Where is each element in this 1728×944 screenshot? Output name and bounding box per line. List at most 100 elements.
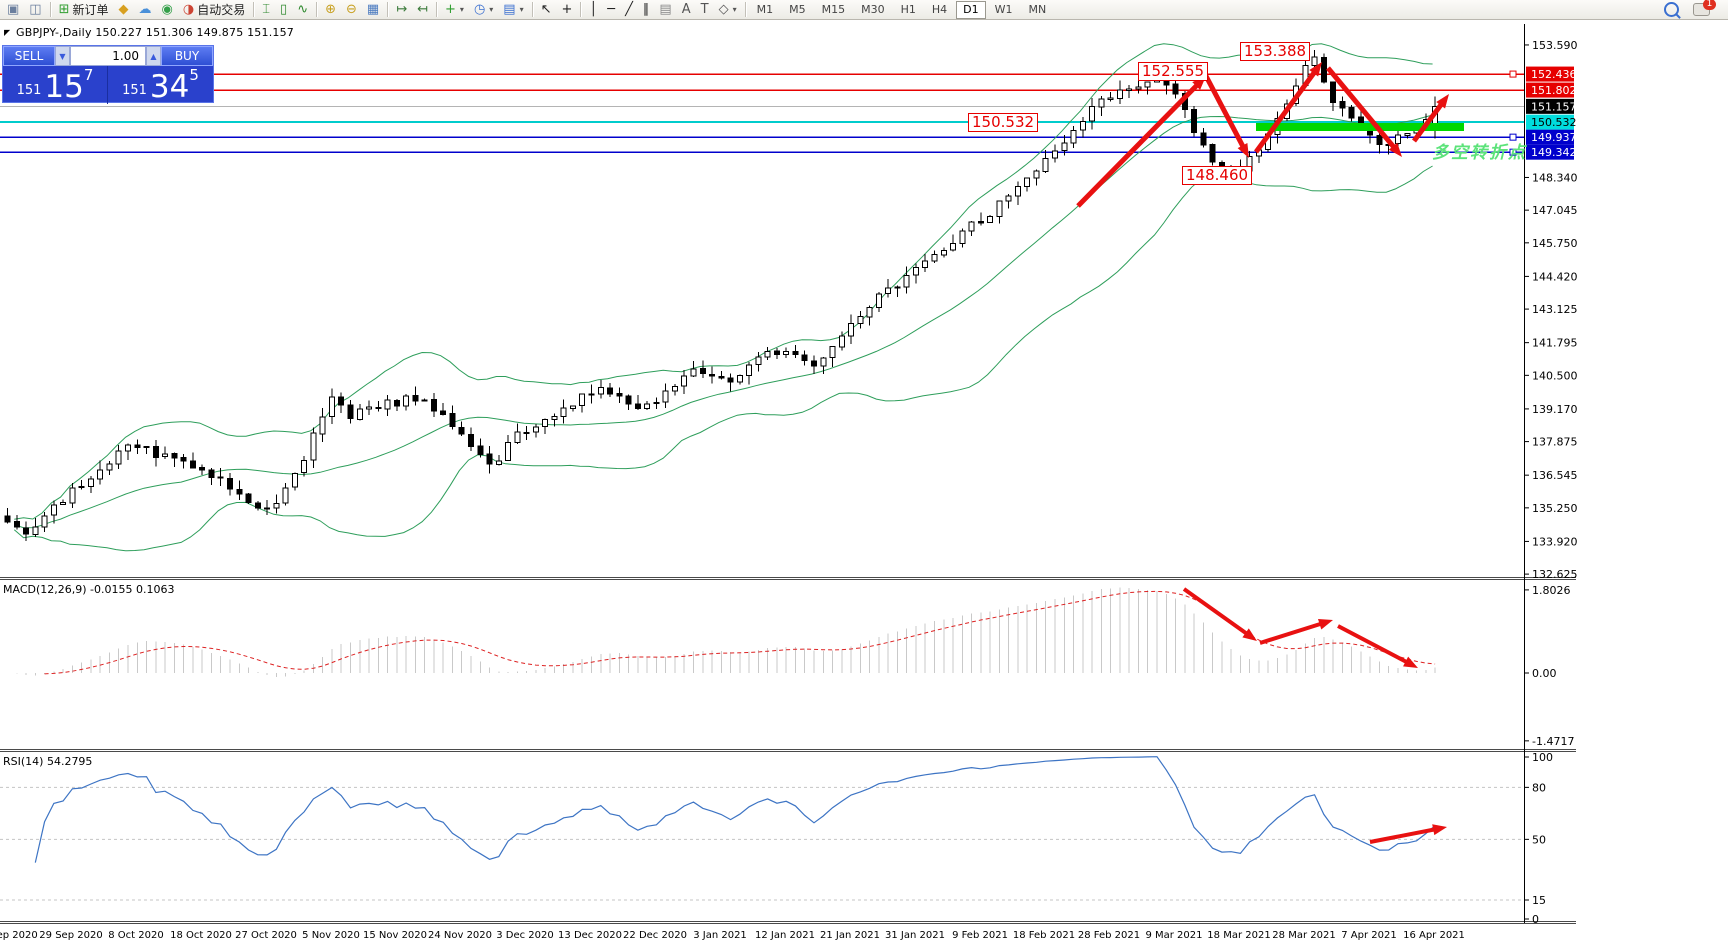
text-label-button[interactable]: T bbox=[696, 0, 714, 20]
macd-label: MACD(12,26,9) -0.0155 0.1063 bbox=[3, 583, 175, 596]
toolbar-separator bbox=[316, 2, 318, 17]
macd-indicator bbox=[16, 587, 1436, 677]
svg-text:27 Oct 2020: 27 Oct 2020 bbox=[235, 930, 297, 941]
arrows-button-dropdown-icon[interactable]: ▾ bbox=[732, 5, 737, 14]
templates-button-dropdown-icon[interactable]: ▾ bbox=[519, 5, 524, 14]
metaeditor-icon[interactable]: ◆ bbox=[114, 0, 134, 20]
timeframe-m1[interactable]: M1 bbox=[756, 2, 774, 16]
volume-field[interactable]: 1.00 bbox=[70, 46, 146, 66]
svg-text:28 Feb 2021: 28 Feb 2021 bbox=[1078, 930, 1140, 941]
hline-handle[interactable] bbox=[1509, 148, 1517, 156]
svg-text:153.590: 153.590 bbox=[1532, 39, 1578, 52]
svg-text:15: 15 bbox=[1532, 894, 1546, 907]
arrows-glyph: ◇ bbox=[718, 1, 729, 17]
support-zone-bar[interactable] bbox=[1256, 123, 1464, 131]
trend-arrows[interactable] bbox=[1076, 62, 1464, 844]
zoom-in-button[interactable]: ⊕ bbox=[320, 0, 341, 20]
timeframe-d1[interactable]: D1 bbox=[956, 0, 986, 19]
svg-text:21 Jan 2021: 21 Jan 2021 bbox=[820, 930, 880, 941]
text-button[interactable]: A bbox=[677, 0, 696, 20]
svg-text:13 Dec 2020: 13 Dec 2020 bbox=[558, 930, 622, 941]
vertical-line-glyph: │ bbox=[589, 1, 598, 17]
zoom-out-button[interactable]: ⊖ bbox=[341, 0, 362, 20]
search-icon[interactable] bbox=[1664, 2, 1679, 17]
timeframe-m30[interactable]: M30 bbox=[861, 2, 885, 16]
periods-glyph: ◷ bbox=[473, 1, 486, 17]
templates-glyph: ▤ bbox=[503, 1, 516, 17]
periods-button[interactable]: ◷ ▾ bbox=[469, 0, 498, 20]
timeframe-mn[interactable]: MN bbox=[1028, 2, 1047, 16]
price-annotation-153388[interactable]: 153.388 bbox=[1240, 42, 1311, 61]
svg-text:151.802: 151.802 bbox=[1531, 84, 1577, 97]
fibonacci-button[interactable]: ▤ bbox=[654, 0, 676, 20]
chart-shift-button[interactable]: ↤ bbox=[412, 0, 433, 20]
svg-text:100: 100 bbox=[1532, 751, 1553, 764]
trendline-button[interactable]: ╱ bbox=[620, 0, 638, 20]
timeframe-m15[interactable]: M15 bbox=[821, 2, 846, 16]
chat-bubble-icon[interactable]: 1 bbox=[1693, 0, 1716, 16]
periods-button-dropdown-icon[interactable]: ▾ bbox=[489, 5, 494, 14]
pane-borders bbox=[0, 24, 1576, 924]
volume-down-button[interactable]: ▼ bbox=[55, 46, 70, 66]
volume-up-button[interactable]: ▲ bbox=[146, 46, 161, 66]
indicators-glyph: + bbox=[445, 1, 456, 17]
svg-text:16 Apr 2021: 16 Apr 2021 bbox=[1403, 930, 1465, 941]
auto-scroll-button[interactable]: ↦ bbox=[391, 0, 412, 20]
price-annotation-148460[interactable]: 148.460 bbox=[1182, 166, 1253, 185]
svg-text:-1.4717: -1.4717 bbox=[1532, 735, 1574, 748]
candlestick-chart-glyph: ▯ bbox=[280, 1, 288, 17]
autotrading-button[interactable]: ◑ 自动交易 bbox=[178, 0, 250, 20]
turning-point-annotation[interactable]: 多空转折点 bbox=[1432, 143, 1527, 163]
symbol-header: GBPJPY-,Daily 150.227 151.306 149.875 15… bbox=[16, 26, 294, 39]
price-annotation-150532[interactable]: 150.532 bbox=[968, 113, 1039, 132]
macd-axis: 1.8026 0.00 -1.4717 bbox=[1524, 584, 1574, 748]
bar-chart-button[interactable]: ⌶ bbox=[257, 0, 275, 20]
svg-text:141.795: 141.795 bbox=[1532, 337, 1578, 350]
svg-text:9 Feb 2021: 9 Feb 2021 bbox=[952, 930, 1008, 941]
toolbar: ▣ ◫ ⊞ 新订单 ◆ ☁ ◉ ◑ 自动交易 ⌶ ▯ ∿ ⊕ ⊖ ▦ ↦ ↤ + ▾ ◷ ▾ ▤ ▾ ↖ + │ ─ ╱ ∥ ▤ A T ◇ ▾ M… bbox=[0, 0, 1728, 20]
profile-window-icon[interactable]: ▣ bbox=[2, 0, 24, 20]
svg-text:15 Nov 2020: 15 Nov 2020 bbox=[363, 930, 427, 941]
timeframe-h4[interactable]: H4 bbox=[931, 2, 948, 16]
chart-window-marker-icon: ◤ bbox=[4, 28, 11, 37]
crosshair-button[interactable]: + bbox=[557, 0, 578, 20]
new-order-button[interactable]: ⊞ 新订单 bbox=[54, 0, 114, 20]
svg-text:18 Feb 2021: 18 Feb 2021 bbox=[1013, 930, 1075, 941]
sell-button[interactable]: SELL bbox=[3, 46, 55, 66]
data-window-icon[interactable]: ◫ bbox=[24, 0, 46, 20]
buy-button[interactable]: BUY bbox=[161, 46, 213, 66]
templates-button[interactable]: ▤ ▾ bbox=[498, 0, 528, 20]
toolbar-right-group: 1 bbox=[1664, 0, 1728, 17]
arrows-button[interactable]: ◇ ▾ bbox=[714, 0, 742, 20]
tile-windows-button[interactable]: ▦ bbox=[362, 0, 384, 20]
horizontal-line-button[interactable]: ─ bbox=[602, 0, 620, 20]
timeframe-w1[interactable]: W1 bbox=[994, 2, 1013, 16]
hline-handle[interactable] bbox=[1509, 70, 1517, 78]
svg-text:147.045: 147.045 bbox=[1532, 204, 1578, 217]
svg-text:3 Jan 2021: 3 Jan 2021 bbox=[693, 930, 747, 941]
svg-text:0.00: 0.00 bbox=[1532, 667, 1557, 680]
svg-text:7 Apr 2021: 7 Apr 2021 bbox=[1341, 930, 1396, 941]
timeframe-h1[interactable]: H1 bbox=[900, 2, 916, 16]
profile-window-icon-glyph: ▣ bbox=[7, 1, 20, 17]
candlestick-chart-button[interactable]: ▯ bbox=[275, 0, 292, 20]
buy-price[interactable]: 151 34 5 bbox=[108, 66, 213, 104]
sell-price[interactable]: 151 15 7 bbox=[3, 66, 108, 104]
equidistant-channel-button[interactable]: ∥ bbox=[638, 0, 655, 20]
svg-text:12 Jan 2021: 12 Jan 2021 bbox=[755, 930, 815, 941]
svg-text:24 Nov 2020: 24 Nov 2020 bbox=[428, 930, 492, 941]
horizontal-line-objects[interactable] bbox=[0, 73, 1524, 153]
signals-icon[interactable]: ◉ bbox=[157, 0, 178, 20]
line-chart-button[interactable]: ∿ bbox=[292, 0, 313, 20]
cursor-button[interactable]: ↖ bbox=[536, 0, 557, 20]
price-annotation-152555[interactable]: 152.555 bbox=[1138, 62, 1209, 81]
buy-price-prefix: 151 bbox=[122, 83, 147, 98]
indicators-button[interactable]: + ▾ bbox=[440, 0, 469, 20]
svg-text:0: 0 bbox=[1532, 913, 1539, 926]
mql5-community-icon[interactable]: ☁ bbox=[134, 0, 157, 20]
timeframe-m5[interactable]: M5 bbox=[789, 2, 806, 16]
vertical-line-button[interactable]: │ bbox=[584, 0, 602, 20]
hline-handle[interactable] bbox=[1509, 133, 1517, 141]
indicators-button-dropdown-icon[interactable]: ▾ bbox=[459, 5, 464, 14]
